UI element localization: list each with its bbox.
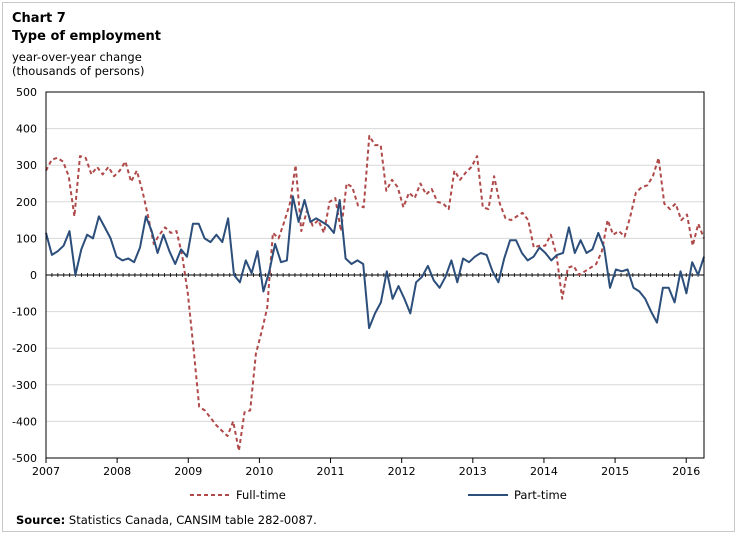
y-tick-label-500: 500 xyxy=(16,86,37,99)
x-tick-label-2012: 2012 xyxy=(388,465,416,478)
gridlines xyxy=(45,91,705,459)
y-axis-label-line-2: (thousands of persons) xyxy=(12,64,145,78)
y-tick-label-400: 400 xyxy=(16,123,37,136)
y-tick-label-100: 100 xyxy=(16,232,37,245)
y-tick-label-300: 300 xyxy=(16,159,37,172)
y-tick-label--300: -300 xyxy=(12,379,37,392)
source-text: Statistics Canada, CANSIM table 282-0087… xyxy=(68,513,317,527)
legend-label-part-time: Part-time xyxy=(514,488,567,502)
source-note: Source: Statistics Canada, CANSIM table … xyxy=(16,513,317,527)
legend-label-full-time: Full-time xyxy=(236,488,286,502)
series-line-part-time xyxy=(45,195,705,330)
legend-item-part-time: Part-time xyxy=(468,488,567,502)
source-label: Source: xyxy=(16,513,66,527)
x-tick-label-2011: 2011 xyxy=(317,465,345,478)
y-tick-label--100: -100 xyxy=(12,306,37,319)
y-axis-ticks: 500 400 300 200 100 0 -100 -200 -300 -400 -500 xyxy=(12,86,37,465)
legend-item-full-time: Full-time xyxy=(190,488,286,502)
x-tick-label-2010: 2010 xyxy=(245,465,273,478)
chart-number: Chart 7 xyxy=(12,11,66,26)
x-tick-label-2014: 2014 xyxy=(530,465,558,478)
legend-swatch-part-time xyxy=(468,494,508,496)
legend-swatch-full-time xyxy=(190,494,230,496)
x-tick-label-2016: 2016 xyxy=(672,465,700,478)
x-tick-label-2009: 2009 xyxy=(174,465,202,478)
x-tick-label-2007: 2007 xyxy=(32,465,60,478)
y-tick-label--200: -200 xyxy=(12,342,37,355)
series-lines xyxy=(45,134,705,452)
x-axis-ticks: 2007 2008 2009 2010 2011 2012 2013 2014 2015 2016 xyxy=(32,458,700,478)
x-tick-label-2015: 2015 xyxy=(601,465,629,478)
plot-border xyxy=(45,91,705,459)
y-tick-label--400: -400 xyxy=(12,415,37,428)
y-tick-label-200: 200 xyxy=(16,196,37,209)
y-tick-label--500: -500 xyxy=(12,452,37,465)
y-axis-label-line-1: year-over-year change xyxy=(12,50,142,64)
chart-title: Type of employment xyxy=(12,29,161,44)
x-tick-label-2013: 2013 xyxy=(459,465,487,478)
y-tick-label-0: 0 xyxy=(30,269,37,282)
series-line-full-time xyxy=(45,134,705,452)
x-tick-label-2008: 2008 xyxy=(103,465,131,478)
